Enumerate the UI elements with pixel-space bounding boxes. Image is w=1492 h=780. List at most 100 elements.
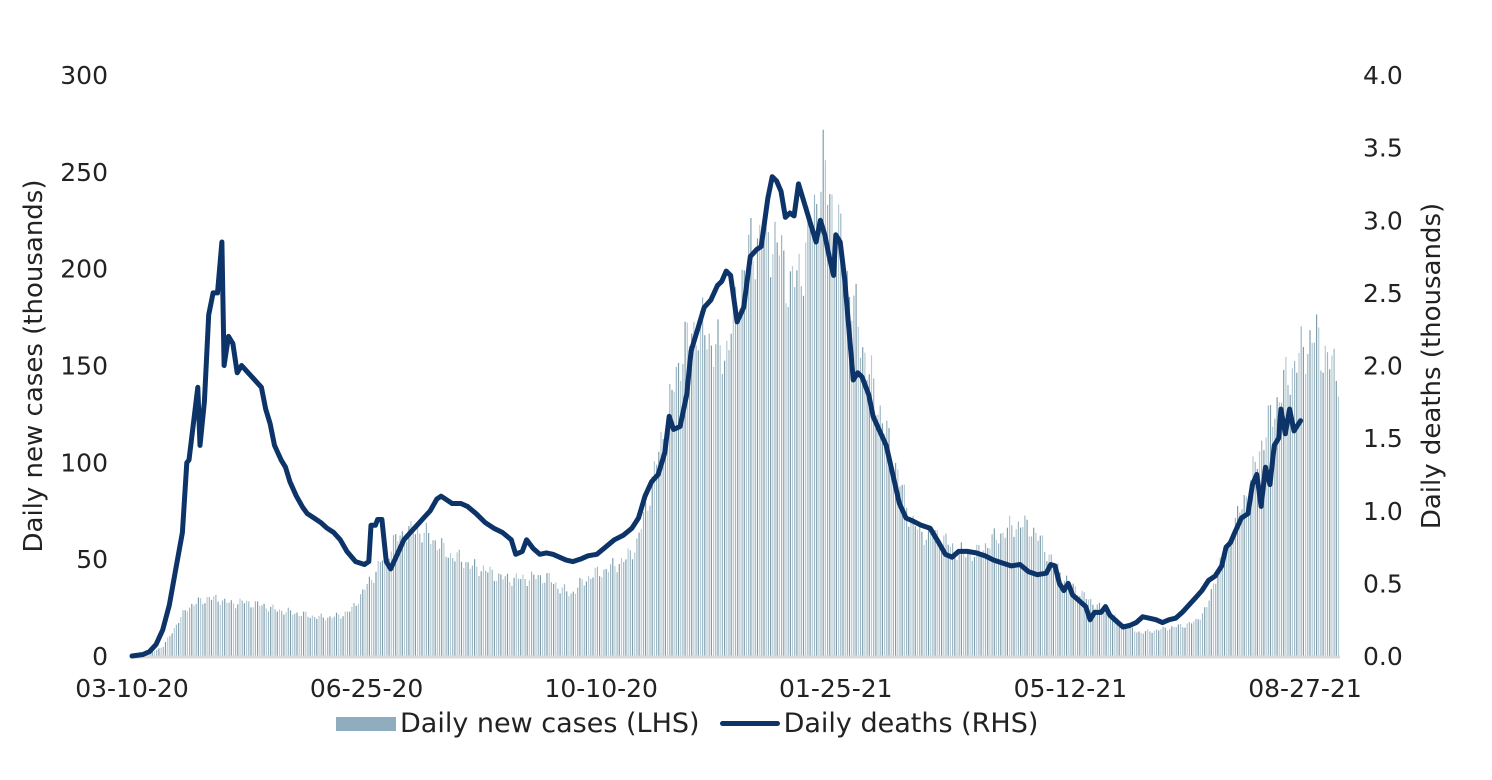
cases-bar: [285, 612, 287, 656]
cases-bar: [349, 611, 351, 656]
cases-bar: [1155, 629, 1158, 656]
cases-bar: [1039, 535, 1041, 656]
cases-bar: [441, 538, 443, 656]
cases-bar: [298, 615, 300, 656]
cases-bar: [292, 614, 294, 656]
cases-bar: [897, 469, 899, 656]
cases-bar: [1169, 629, 1171, 656]
cases-bar: [822, 129, 824, 657]
cases-bar: [734, 286, 737, 656]
cases-bar: [1278, 402, 1280, 656]
cases-bar: [1199, 619, 1201, 656]
cases-bar: [813, 194, 816, 656]
cases-bar: [517, 578, 520, 656]
cases-bar: [717, 319, 719, 656]
cases-bar: [963, 550, 965, 656]
cases-bar: [520, 579, 522, 656]
cases-bar: [397, 541, 399, 656]
cases-bar: [335, 612, 338, 656]
cases-bar: [232, 603, 235, 656]
cases-bar: [1267, 405, 1269, 656]
cases-bar: [1166, 630, 1169, 656]
cases-bar: [995, 539, 997, 656]
cases-bar: [1147, 629, 1149, 656]
cases-bar: [1296, 372, 1298, 656]
cases-bar: [1248, 501, 1250, 656]
cases-bar: [730, 333, 732, 656]
cases-bar: [184, 610, 186, 656]
cases-bar: [1188, 622, 1190, 656]
cases-bar: [585, 581, 587, 656]
cases-bar: [1186, 623, 1188, 656]
cases-bar: [1237, 505, 1239, 656]
cases-bar: [677, 362, 680, 656]
cases-bar: [1331, 355, 1333, 656]
cases-bar: [603, 569, 605, 656]
cases-bar: [908, 526, 910, 656]
cases-bar: [344, 611, 346, 656]
cases-bar: [305, 611, 307, 656]
cases-bar: [568, 596, 570, 656]
cases-bar: [531, 571, 533, 656]
cases-bar: [695, 345, 697, 656]
cases-bar: [471, 565, 473, 656]
cases-bar: [1035, 532, 1037, 656]
cases-bar: [357, 603, 359, 656]
cases-bar: [879, 405, 881, 656]
cases-bar: [1318, 327, 1320, 656]
cases-bar: [1269, 405, 1272, 656]
cases-bar: [688, 346, 691, 656]
cases-bar: [371, 579, 373, 656]
cases-bar: [480, 571, 482, 656]
cases-bar: [877, 414, 879, 656]
cases-bar: [724, 360, 726, 656]
cases-bar: [605, 569, 607, 656]
cases-bar: [831, 194, 833, 656]
cases-bar: [254, 601, 256, 656]
cases-bar: [1305, 373, 1307, 656]
cases-bar: [805, 242, 807, 656]
cases-bar: [474, 559, 476, 656]
cases-bar: [691, 333, 693, 656]
cases-bar: [1335, 380, 1337, 656]
cases-bar: [316, 618, 318, 656]
cases-bar: [276, 611, 278, 656]
cases-bar: [634, 552, 636, 656]
cases-bar: [864, 352, 866, 656]
cases-bar: [1193, 621, 1195, 656]
cases-bar: [614, 566, 616, 656]
cases-bar: [221, 600, 224, 656]
cases-bar: [515, 573, 517, 656]
cases-bar: [289, 610, 292, 656]
cases-bar: [210, 599, 213, 656]
cases-bar: [892, 473, 894, 656]
cases-bar: [1283, 369, 1285, 656]
cases-bar: [311, 615, 313, 656]
cases-bar: [1217, 573, 1219, 656]
x-tick-label: 05-12-21: [1014, 674, 1127, 703]
cases-bar: [1219, 557, 1221, 656]
legend-swatch-cases-icon: [336, 716, 396, 731]
cases-bar: [1127, 628, 1129, 656]
cases-bar: [901, 484, 903, 656]
cases-bar: [1000, 533, 1002, 656]
cases-bar: [296, 612, 298, 656]
cases-bar: [702, 297, 704, 656]
cases-bar: [373, 582, 375, 656]
cases-bar: [533, 574, 535, 656]
cases-bar: [1013, 536, 1015, 656]
cases-bar: [458, 549, 460, 656]
cases-bar: [853, 295, 855, 656]
cases-bar: [1191, 623, 1193, 656]
cases-bar: [1184, 627, 1186, 656]
cases-bar: [693, 321, 695, 656]
cases-bar: [366, 583, 368, 656]
cases-bar: [324, 620, 327, 656]
cases-bar: [1177, 624, 1179, 656]
cases-bar: [381, 560, 384, 656]
cases-bar: [162, 646, 164, 656]
cases-bar: [1274, 418, 1276, 656]
cases-bar: [485, 570, 487, 656]
cases-bar: [1263, 450, 1265, 656]
cases-bar: [1212, 583, 1215, 656]
